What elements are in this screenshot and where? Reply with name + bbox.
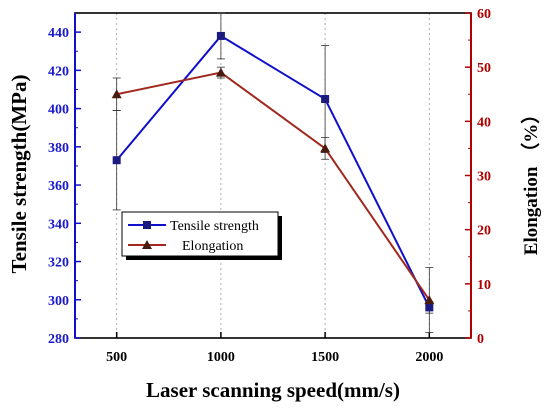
elongation-point-3 bbox=[424, 295, 435, 305]
tensile-strength-point-0 bbox=[112, 156, 121, 165]
y-right-tick-label-2: 20 bbox=[477, 224, 491, 239]
legend-label-elongation: Elongation bbox=[182, 239, 243, 254]
legend: Tensile strength Elongation bbox=[121, 211, 282, 260]
y-right-tick-label-5: 50 bbox=[477, 61, 491, 76]
tensile-strength-point-3 bbox=[425, 303, 434, 312]
y-right-tick-label-1: 10 bbox=[477, 278, 491, 293]
y-right-tick-label-3: 30 bbox=[477, 170, 491, 185]
x-tick-label-1: 1000 bbox=[207, 350, 235, 365]
y-left-tick-label-4: 360 bbox=[48, 179, 69, 194]
y-left-tick-label-8: 440 bbox=[48, 26, 69, 41]
y-left-tick-label-3: 340 bbox=[48, 217, 69, 232]
series-layer bbox=[111, 12, 435, 333]
elongation-line bbox=[116, 71, 431, 301]
legend-marker-elongation bbox=[142, 240, 152, 249]
legend-marker-tensile bbox=[143, 221, 151, 229]
y-left-tick-label-1: 300 bbox=[48, 294, 69, 309]
y-left-tick-label-7: 420 bbox=[48, 64, 69, 79]
x-tick-label-3: 2000 bbox=[415, 350, 443, 365]
axes: 500 1000 1500 20002803003203403603804004204… bbox=[48, 7, 491, 365]
y-left-tick-label-2: 320 bbox=[48, 256, 69, 271]
x-tick-label-0: 500 bbox=[106, 350, 127, 365]
elongation-point-1 bbox=[215, 67, 226, 77]
elongation-point-0 bbox=[111, 89, 122, 99]
x-tick-label-2: 1500 bbox=[311, 350, 339, 365]
tensile-strength-point-2 bbox=[321, 95, 330, 104]
x-axis-title: Laser scanning speed(mm/s) bbox=[146, 378, 400, 402]
y-axis-title-right: Elongation （%） bbox=[519, 105, 542, 255]
y-right-tick-label-6: 60 bbox=[477, 7, 491, 22]
tensile-strength-point-1 bbox=[216, 31, 225, 40]
plot-frame bbox=[74, 12, 472, 339]
y-axis-title-left: Tensile strength(MPa) bbox=[7, 75, 31, 274]
y-right-tick-label-0: 0 bbox=[477, 332, 484, 347]
y-left-tick-label-6: 400 bbox=[48, 103, 69, 118]
grid-lines bbox=[116, 13, 430, 338]
elongation-point-2 bbox=[320, 143, 331, 153]
y-left-tick-label-5: 380 bbox=[48, 141, 69, 156]
y-right-tick-label-4: 40 bbox=[477, 115, 491, 130]
tensile-strength-line bbox=[115, 34, 431, 308]
legend-label-tensile: Tensile strength bbox=[170, 219, 259, 234]
y-left-tick-label-0: 280 bbox=[48, 332, 69, 347]
